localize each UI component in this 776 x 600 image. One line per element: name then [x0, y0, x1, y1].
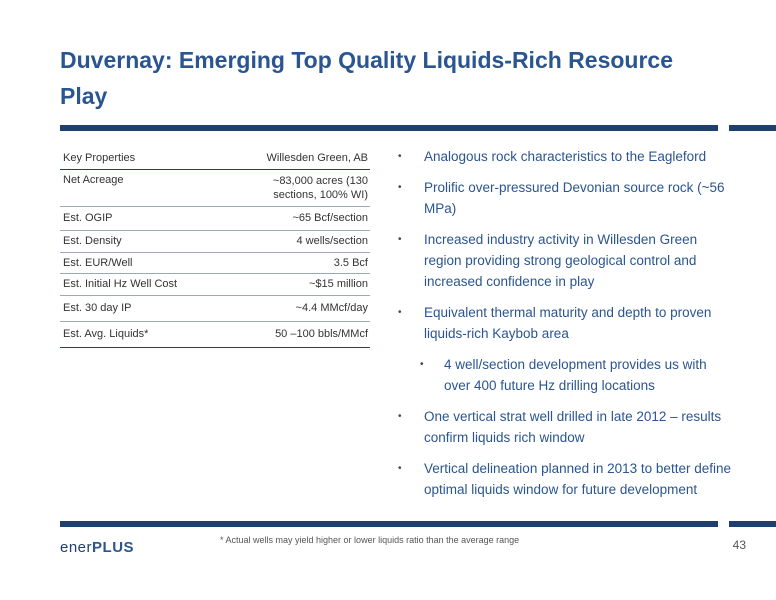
- bullet-marker: •: [398, 411, 402, 422]
- page-number: 43: [732, 538, 746, 552]
- logo-text-ener: ener: [60, 539, 93, 556]
- table-row: Est. Avg. Liquids* 50 –100 bbls/MMcf: [60, 321, 370, 348]
- page-title: Duvernay: Emerging Top Quality Liquids-R…: [60, 47, 674, 109]
- bullet-item: • Prolific over-pressured Devonian sourc…: [398, 177, 774, 219]
- table-row-label: Est. Density: [60, 230, 224, 253]
- table-row-value-line: ~83,000 acres (130: [272, 175, 368, 187]
- table-row-label: Net Acreage: [60, 169, 224, 207]
- table-row: Net Acreage ~83,000 acres (130 sections, …: [60, 169, 370, 207]
- top-divider-accent: [729, 125, 776, 131]
- bullet-item: • Analogous rock characteristics to the …: [398, 146, 774, 167]
- top-divider: [60, 125, 718, 131]
- table-row-label: Est. 30 day IP: [60, 295, 224, 322]
- bullet-list: • Analogous rock characteristics to the …: [398, 146, 774, 510]
- table-row-value: ~83,000 acres (130 sections, 100% WI): [223, 169, 370, 207]
- table-row-label: Est. Avg. Liquids*: [60, 321, 224, 348]
- logo-text-plus: PLUS: [92, 539, 135, 556]
- bullet-item: • Equivalent thermal maturity and depth …: [398, 302, 774, 344]
- table-row: Est. Initial Hz Well Cost ~$15 million: [60, 273, 370, 296]
- bullet-line: Increased industry activity in Willesden…: [424, 232, 698, 247]
- bullet-line: MPa): [424, 201, 457, 216]
- table-header-row: Key Properties Willesden Green, AB: [60, 147, 370, 170]
- bullet-line: region providing strong geological contr…: [424, 253, 697, 268]
- bullet-line: Equivalent thermal maturity and depth to…: [424, 305, 712, 320]
- table-row: Est. EUR/Well 3.5 Bcf: [60, 252, 370, 274]
- key-properties-table: Key Properties Willesden Green, AB Net A…: [60, 147, 370, 348]
- table-row: Est. Density 4 wells/section: [60, 230, 370, 253]
- bullet-marker: •: [420, 359, 424, 370]
- table-row-label: Est. Initial Hz Well Cost: [60, 273, 224, 296]
- bullet-line: One vertical strat well drilled in late …: [424, 409, 722, 424]
- bullet-item: • Vertical delineation planned in 2013 t…: [398, 458, 774, 500]
- bullet-marker: •: [398, 151, 402, 162]
- table-row-value: 4 wells/section: [223, 230, 370, 253]
- bullet-marker: •: [398, 182, 402, 193]
- sub-bullet-item: • 4 well/section development provides us…: [398, 354, 774, 396]
- table-row: Est. 30 day IP ~4.4 MMcf/day: [60, 295, 370, 322]
- bottom-divider: [60, 521, 718, 527]
- table-row-value: ~$15 million: [223, 273, 370, 296]
- table-header-value: Willesden Green, AB: [223, 147, 370, 170]
- footnote: * Actual wells may yield higher or lower…: [220, 535, 520, 545]
- table-row-value: 3.5 Bcf: [223, 252, 370, 274]
- bullet-line: increased confidence in play: [424, 274, 595, 289]
- bullet-line: confirm liquids rich window: [424, 430, 585, 445]
- table-row-label: Est. OGIP: [60, 206, 224, 231]
- table-header-label: Key Properties: [60, 147, 224, 170]
- table-row-value: 50 –100 bbls/MMcf: [223, 321, 370, 348]
- bullet-line: 4 well/section development provides us w…: [444, 357, 707, 372]
- bullet-marker: •: [398, 307, 402, 318]
- table-row-value: ~65 Bcf/section: [223, 206, 370, 231]
- enerplus-logo: enerPLUS: [60, 539, 134, 556]
- table-row-label: Est. EUR/Well: [60, 252, 224, 274]
- table-row-value-line: sections, 100% WI): [273, 189, 368, 201]
- bullet-marker: •: [398, 234, 402, 245]
- bullet-line: optimal liquids window for future develo…: [424, 482, 698, 497]
- table-row: Est. OGIP ~65 Bcf/section: [60, 206, 370, 231]
- bullet-item: • Increased industry activity in Willesd…: [398, 229, 774, 292]
- bullet-line: Prolific over-pressured Devonian source …: [424, 180, 725, 195]
- table-row-value: ~4.4 MMcf/day: [223, 295, 370, 322]
- bottom-divider-accent: [729, 521, 776, 527]
- bullet-marker: •: [398, 463, 402, 474]
- bullet-line: over 400 future Hz drilling locations: [444, 378, 655, 393]
- bullet-line: Vertical delineation planned in 2013 to …: [424, 461, 731, 476]
- bullet-item: • One vertical strat well drilled in lat…: [398, 406, 774, 448]
- bullet-line: liquids-rich Kaybob area: [424, 326, 569, 341]
- bullet-line: Analogous rock characteristics to the Ea…: [424, 149, 707, 164]
